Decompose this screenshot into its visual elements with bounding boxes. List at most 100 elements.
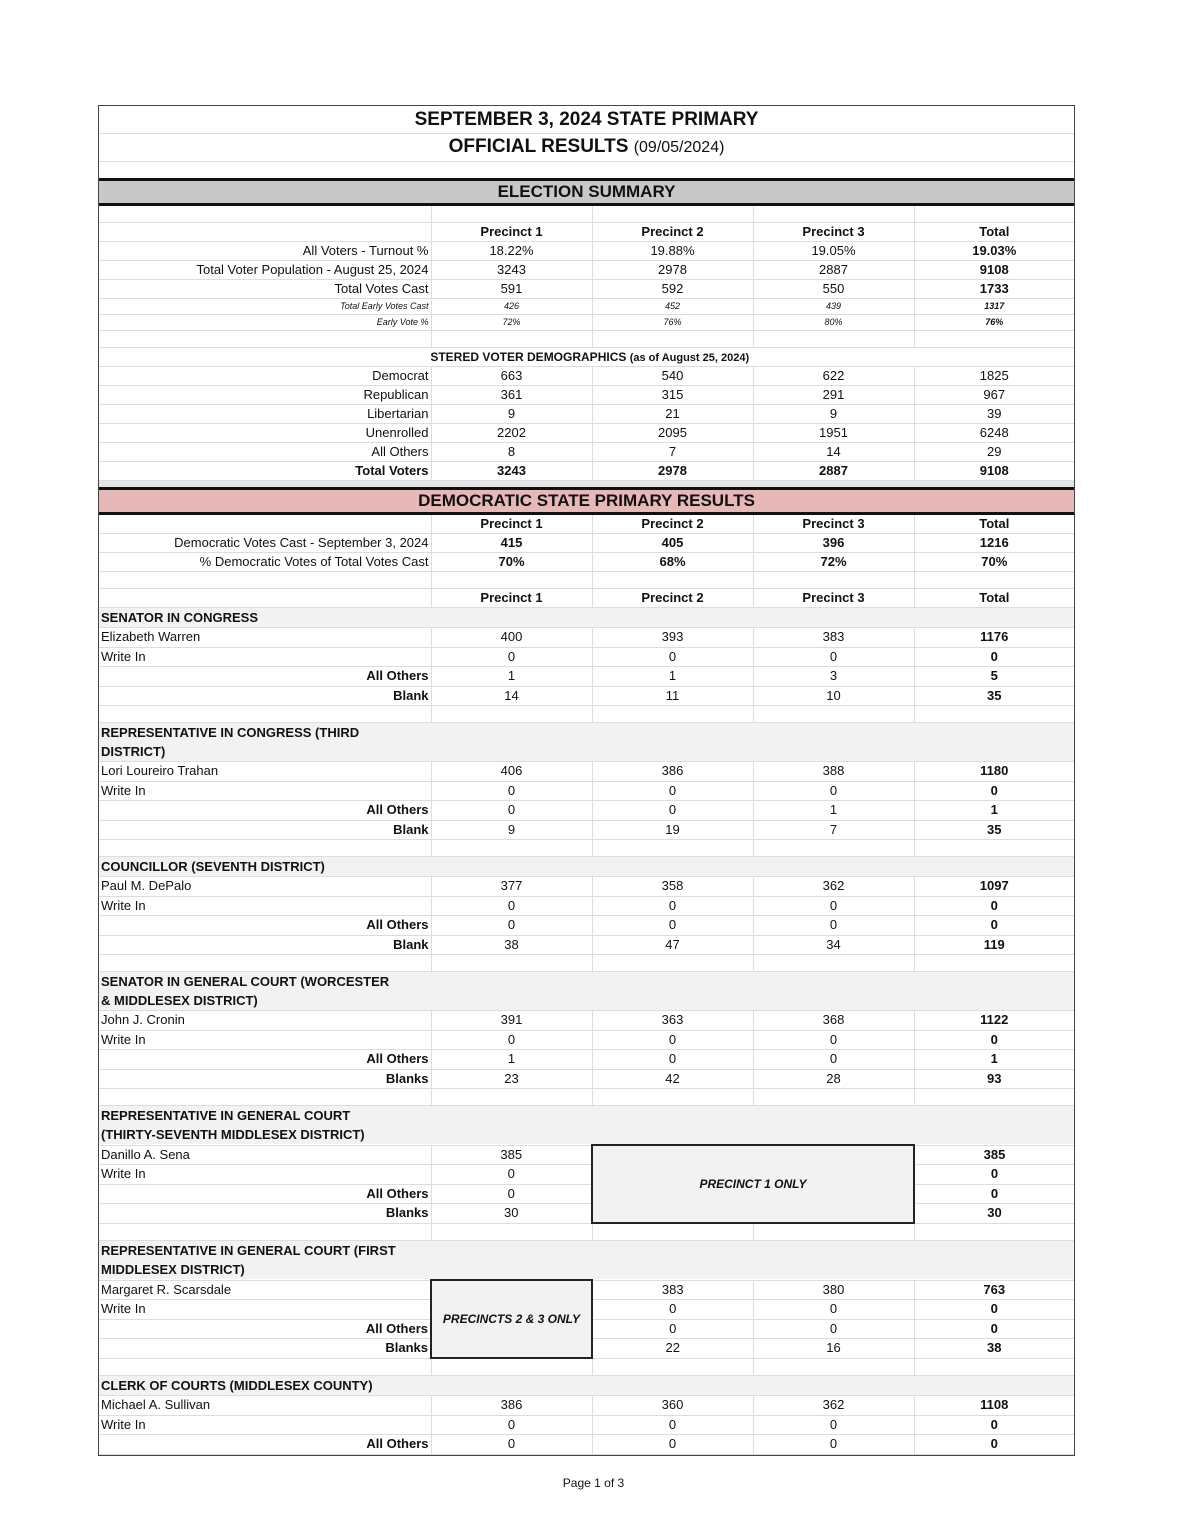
candidate-row: Write In 0 0 0 0 (99, 1030, 1075, 1050)
row-label: Blanks (99, 1203, 432, 1224)
column-header-row: Precinct 1 Precinct 2 Precinct 3 Total (99, 222, 1075, 242)
column-header: Total (914, 222, 1075, 242)
spacer-row (99, 204, 1075, 223)
empty-cell (431, 161, 592, 180)
contest-title: REPRESENTATIVE IN GENERAL COURT (FIRST M… (99, 1240, 1075, 1281)
row-label: All Others (99, 1319, 432, 1339)
total-value: 19.03% (914, 241, 1075, 261)
candidate-row: All Others 1 1 3 5 (99, 666, 1075, 687)
contest-title-text: SENATOR IN GENERAL COURT (WORCESTER & MI… (101, 974, 390, 1008)
summary-row: Total Early Votes Cast 426 452 439 1317 (99, 298, 1075, 315)
candidate-row: Write In 0 0 (99, 1164, 1075, 1185)
precinct-votes: 0 (431, 1184, 593, 1204)
column-header: Precinct 2 (592, 222, 754, 242)
count-value: 7 (592, 442, 754, 462)
candidate-row: All Others 0 0 1 1 (99, 800, 1075, 821)
precinct-votes: 1 (431, 1049, 593, 1070)
candidate-row: Blanks 22 16 38 (99, 1338, 1075, 1359)
precinct-value: 592 (592, 279, 754, 299)
total-votes: 0 (914, 1299, 1075, 1320)
empty-cell (99, 204, 432, 223)
row-label: All Others (99, 800, 432, 821)
precinct-votes: 0 (431, 1030, 593, 1050)
precinct-votes: 0 (592, 915, 754, 936)
subtitle-row: OFFICIAL RESULTS (09/05/2024) (99, 133, 1075, 162)
count-value: 2202 (431, 423, 593, 443)
total-votes: 119 (914, 935, 1075, 955)
precinct-votes: 0 (753, 647, 915, 667)
contest-title-row: SENATOR IN GENERAL COURT (WORCESTER & MI… (99, 971, 1075, 1011)
count-value: 1825 (914, 366, 1075, 386)
precinct-votes: 30 (431, 1203, 593, 1224)
count-value: 622 (753, 366, 915, 386)
row-label: Write In (99, 896, 432, 916)
spacer-row (99, 1088, 1075, 1106)
empty-cell (592, 1223, 754, 1241)
precinct-votes: 0 (753, 1299, 915, 1320)
total-votes: 0 (914, 1319, 1075, 1339)
count-value: 9 (431, 404, 593, 424)
divider-strip (99, 480, 1075, 489)
precinct-value: 72% (431, 314, 593, 331)
contest-title-text: SENATOR IN CONGRESS (101, 610, 258, 625)
contest-title-row: REPRESENTATIVE IN CONGRESS (THIRD DISTRI… (99, 722, 1075, 762)
precinct-votes: 406 (431, 761, 593, 782)
value: 70% (914, 552, 1075, 572)
spacer-row (99, 954, 1075, 972)
candidate-name: Michael A. Sullivan (99, 1395, 432, 1416)
candidate-name: Elizabeth Warren (99, 627, 432, 648)
precinct-votes: 0 (592, 1030, 754, 1050)
total-votes: 0 (914, 1184, 1075, 1204)
total-votes: 93 (914, 1069, 1075, 1089)
title-row: SEPTEMBER 3, 2024 STATE PRIMARY (99, 106, 1075, 134)
candidate-row: Danillo A. Sena 385 PRECINCT 1 ONLY 385 (99, 1144, 1075, 1224)
row-label: Total Early Votes Cast (99, 298, 432, 315)
precinct-votes: 23 (431, 1069, 593, 1089)
candidate-name: Danillo A. Sena (99, 1145, 432, 1165)
election-summary-banner: ELECTION SUMMARY (99, 178, 1075, 206)
democratic-results-banner: DEMOCRATIC STATE PRIMARY RESULTS (99, 487, 1075, 515)
contest-title-text: REPRESENTATIVE IN GENERAL COURT (FIRST M… (101, 1243, 396, 1277)
candidate-name: John J. Cronin (99, 1010, 432, 1031)
spacer-row (99, 1223, 1075, 1241)
candidate-name: Margaret R. Scarsdale (99, 1280, 432, 1300)
precinct-votes: 400 (431, 627, 593, 648)
precinct-votes: 0 (431, 915, 593, 936)
total-votes: 0 (914, 1164, 1075, 1185)
demographics-date-note: (as of August 25, 2024) (629, 352, 750, 364)
summary-row: Early Vote % 72% 76% 80% 76% (99, 314, 1075, 331)
candidate-name: Lori Loureiro Trahan (99, 761, 432, 782)
row-label: Write In (99, 1299, 432, 1320)
precinct-votes: 0 (592, 1049, 754, 1070)
row-label: Write In (99, 781, 432, 801)
precinct-note: PRECINCTS 2 & 3 ONLY (430, 1279, 593, 1359)
summary-row: Total Voter Population - August 25, 2024… (99, 260, 1075, 280)
count-value: 2095 (592, 423, 754, 443)
total-votes: 1097 (914, 876, 1075, 897)
candidate-row: Margaret R. Scarsdale PRECINCTS 2 & 3 ONL… (99, 1279, 1075, 1359)
precinct-value: 550 (753, 279, 915, 299)
column-header: Precinct 2 (592, 513, 754, 534)
summary-row: All Voters - Turnout % 18.22% 19.88% 19.05%… (99, 241, 1075, 261)
empty-cell (99, 513, 432, 534)
count-value: 21 (592, 404, 754, 424)
precinct-votes: 0 (753, 781, 915, 801)
total-count: 9108 (914, 461, 1075, 481)
results-table: SEPTEMBER 3, 2024 STATE PRIMARY OFFICIAL … (99, 106, 1075, 1455)
empty-cell (99, 588, 432, 608)
count-value: 967 (914, 385, 1075, 405)
row-label: Total Voter Population - August 25, 2024 (99, 260, 432, 280)
empty-cell (753, 330, 915, 348)
column-header: Precinct 3 (753, 588, 915, 608)
empty-cell (431, 954, 593, 972)
row-label: All Others (99, 1184, 432, 1204)
count-value: 14 (753, 442, 915, 462)
contest-title-text: REPRESENTATIVE IN CONGRESS (THIRD DISTRI… (101, 725, 360, 759)
contest-title-text: COUNCILLOR (SEVENTH DISTRICT) (101, 859, 325, 874)
column-header: Precinct 2 (592, 588, 754, 608)
candidate-row: Blanks 23 42 28 93 (99, 1069, 1075, 1089)
candidate-row: John J. Cronin 391 363 368 1122 (99, 1010, 1075, 1031)
empty-cell (592, 571, 754, 589)
precinct-votes: 47 (592, 935, 754, 955)
total-votes: 1108 (914, 1395, 1075, 1416)
